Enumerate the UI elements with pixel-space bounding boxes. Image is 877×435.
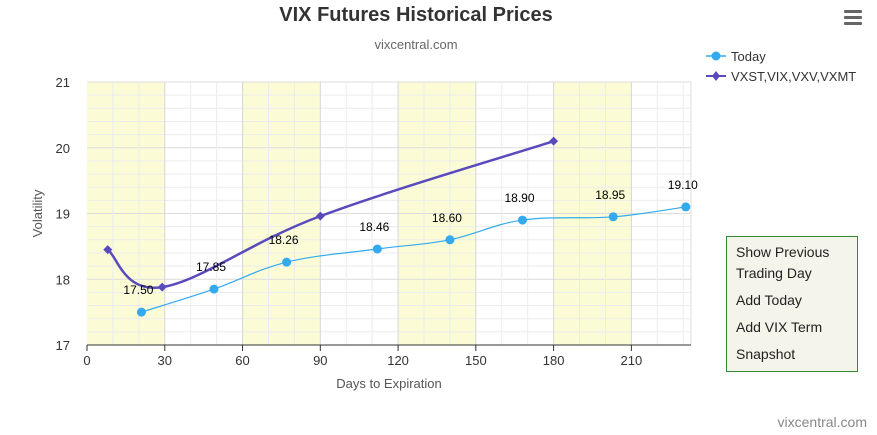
- data-point: [549, 136, 559, 146]
- y-tick-label: 19: [56, 207, 70, 222]
- legend-label: Today: [731, 49, 766, 64]
- circle-marker-icon: [706, 51, 726, 61]
- x-tick-label: 210: [621, 353, 643, 368]
- legend-item-today[interactable]: Today: [706, 47, 876, 67]
- y-axis-title: Volatility: [30, 189, 45, 237]
- diamond-marker-icon: [706, 71, 726, 81]
- y-tick-label: 17: [56, 338, 70, 353]
- y-tick-label: 21: [56, 75, 70, 90]
- x-tick-label: 90: [313, 353, 327, 368]
- data-point: [315, 211, 325, 221]
- data-point: [103, 245, 113, 255]
- show-previous-day-button[interactable]: Show Previous Trading Day: [736, 244, 830, 281]
- chart-legend: Today VXST,VIX,VXV,VXMT: [706, 47, 876, 87]
- credit-link[interactable]: vixcentral.com: [777, 414, 867, 430]
- axes: 0 30 60 90 120 150 180 210 17 18 19 20 21 Days to Exp…: [30, 75, 691, 391]
- chart-title: VIX Futures Historical Prices: [279, 4, 553, 26]
- y-tick-label: 20: [56, 141, 70, 156]
- data-label: 19.10: [668, 178, 698, 192]
- x-tick-label: 180: [543, 353, 565, 368]
- data-point: [209, 284, 219, 294]
- data-label: 18.26: [269, 233, 299, 247]
- data-point: [372, 244, 382, 254]
- data-point: [445, 235, 455, 245]
- data-point: [282, 257, 292, 267]
- add-today-button[interactable]: Add Today: [736, 292, 802, 308]
- data-label: 17.85: [196, 260, 226, 274]
- hamburger-menu-icon[interactable]: [841, 6, 865, 28]
- data-label: 18.60: [432, 211, 462, 225]
- x-tick-label: 60: [235, 353, 249, 368]
- grid-lines: [87, 81, 692, 346]
- x-axis-title: Days to Expiration: [336, 376, 442, 391]
- series: [103, 136, 691, 317]
- legend-label: VXST,VIX,VXV,VXMT: [731, 69, 857, 84]
- data-label: 18.95: [595, 188, 625, 202]
- legend-item-term-structure[interactable]: VXST,VIX,VXV,VXMT: [706, 67, 876, 87]
- x-tick-label: 30: [158, 353, 172, 368]
- data-point: [518, 215, 528, 225]
- series-line: [141, 206, 686, 313]
- data-label: 18.90: [504, 191, 534, 205]
- data-labels: 17.50 17.85 18.26 18.46 18.60 18.90 18.95 19.10: [123, 178, 698, 297]
- data-point: [681, 202, 691, 212]
- series-line: [106, 139, 554, 289]
- menu-bar-line: [844, 10, 862, 13]
- x-tick-label: 120: [387, 353, 409, 368]
- y-tick-label: 18: [56, 272, 70, 287]
- data-point: [157, 282, 167, 292]
- data-label: 18.46: [359, 220, 389, 234]
- chart-subtitle: vixcentral.com: [374, 37, 458, 52]
- menu-bar-line: [844, 22, 862, 25]
- menu-bar-line: [844, 16, 862, 19]
- data-point: [136, 307, 146, 317]
- snapshot-button[interactable]: Snapshot: [736, 346, 796, 362]
- x-tick-label: 0: [83, 353, 90, 368]
- x-tick-label: 150: [465, 353, 487, 368]
- action-panel: Show Previous Trading Day Add Today Add …: [726, 236, 858, 372]
- add-vix-term-button[interactable]: Add VIX Term: [736, 319, 823, 335]
- data-label: 17.50: [123, 283, 153, 297]
- data-point: [608, 212, 618, 222]
